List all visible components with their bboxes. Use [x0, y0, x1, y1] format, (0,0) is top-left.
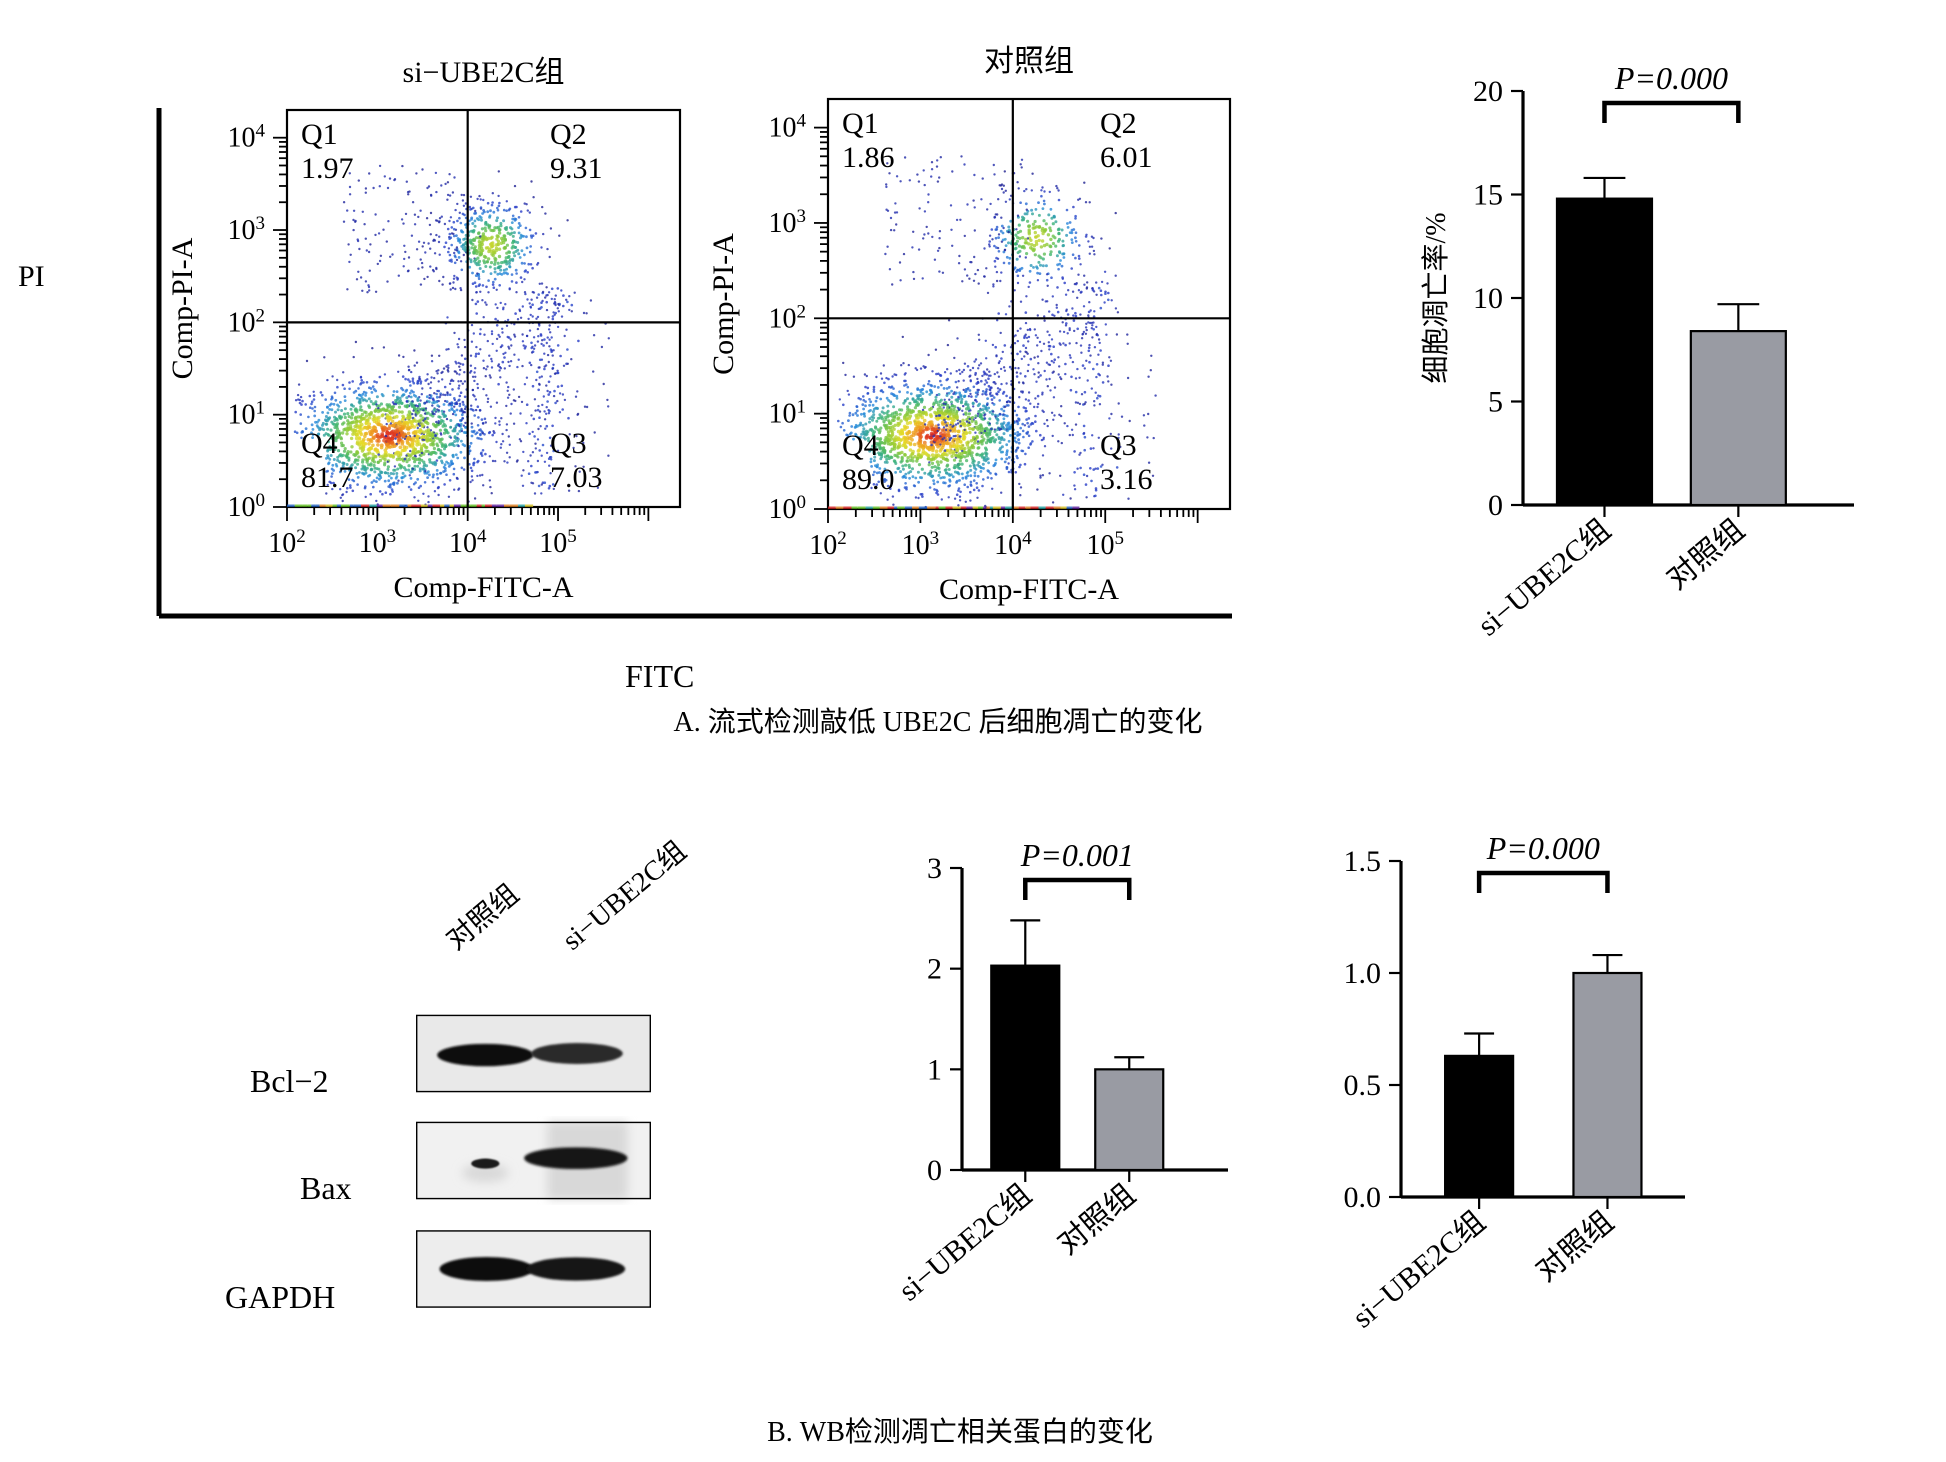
svg-text:100: 100: [228, 490, 266, 524]
svg-text:102: 102: [228, 305, 266, 339]
svg-text:105: 105: [539, 526, 577, 560]
svg-text:104: 104: [449, 526, 487, 560]
svg-text:Comp-PI-A: Comp-PI-A: [166, 237, 199, 379]
svg-text:Comp-FITC-A: Comp-FITC-A: [394, 571, 574, 604]
svg-text:1.97: 1.97: [301, 152, 354, 185]
svg-text:si−UBE2C组: si−UBE2C组: [403, 56, 565, 89]
svg-text:102: 102: [268, 526, 306, 560]
svg-text:Q3: Q3: [550, 427, 587, 460]
svg-text:对照组: 对照组: [984, 45, 1074, 78]
svg-text:104: 104: [228, 120, 266, 154]
svg-text:Q4: Q4: [301, 427, 338, 460]
svg-text:9.31: 9.31: [550, 152, 603, 185]
svg-text:103: 103: [359, 526, 397, 560]
svg-text:101: 101: [228, 397, 266, 431]
svg-text:Q2: Q2: [550, 118, 587, 151]
svg-text:103: 103: [228, 213, 266, 247]
svg-text:7.03: 7.03: [550, 461, 603, 494]
svg-text:Q1: Q1: [301, 118, 338, 151]
svg-text:81.7: 81.7: [301, 461, 354, 494]
